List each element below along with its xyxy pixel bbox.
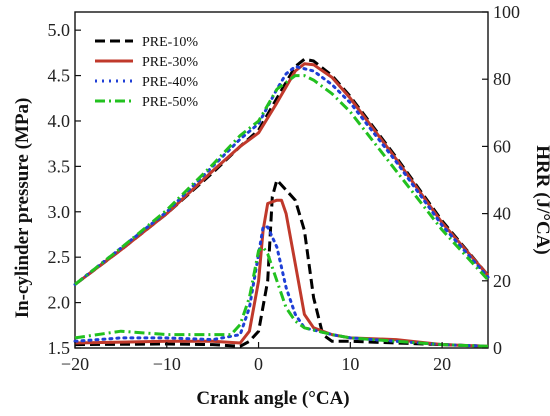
pre-30-pressure-line — [74, 62, 490, 286]
y-right-tick-label: 40 — [493, 204, 511, 224]
y-right-axis-title: HRR (J/°CA) — [532, 145, 550, 254]
y-left-tick-label: 1.5 — [48, 338, 71, 358]
legend-label: PRE-50% — [142, 95, 198, 110]
x-tick-label: 10 — [341, 354, 359, 374]
legend-label: PRE-30% — [142, 55, 198, 70]
pre-50-hrr-line — [74, 245, 489, 348]
y-left-tick-label: 2.5 — [48, 247, 71, 267]
legend-label: PRE-10% — [142, 35, 198, 50]
y-left-tick-label: 5.0 — [48, 20, 71, 40]
y-right-tick-label: 100 — [493, 2, 520, 22]
y-left-tick-label: 4.5 — [48, 66, 71, 86]
y-left-axis-title: In-cylinder pressure (MPa) — [12, 98, 33, 319]
y-right-tick-label: 20 — [493, 271, 511, 291]
y-left-tick-label: 3.0 — [48, 202, 71, 222]
y-right-tick-label: 80 — [493, 69, 511, 89]
y-right-tick-label: 60 — [493, 136, 511, 156]
y-left-tick-label: 4.0 — [48, 111, 71, 131]
pre-10-hrr-line — [74, 178, 489, 348]
y-left-tick-label: 3.5 — [48, 156, 71, 176]
x-tick-label: 20 — [433, 354, 451, 374]
pre-50-pressure-line — [74, 74, 490, 286]
legend-label: PRE-40% — [142, 75, 198, 90]
plot-frame — [74, 11, 489, 349]
x-tick-label: 0 — [254, 354, 263, 374]
y-right-tick-label: 0 — [493, 338, 502, 358]
x-axis-title: Crank angle (°CA) — [196, 388, 349, 409]
pre-40-pressure-line — [73, 65, 490, 286]
pre-40-hrr-line — [73, 225, 490, 348]
y-left-tick-label: 2.0 — [48, 293, 71, 313]
x-tick-label: −10 — [153, 354, 181, 374]
x-tick-label: −20 — [61, 354, 89, 374]
